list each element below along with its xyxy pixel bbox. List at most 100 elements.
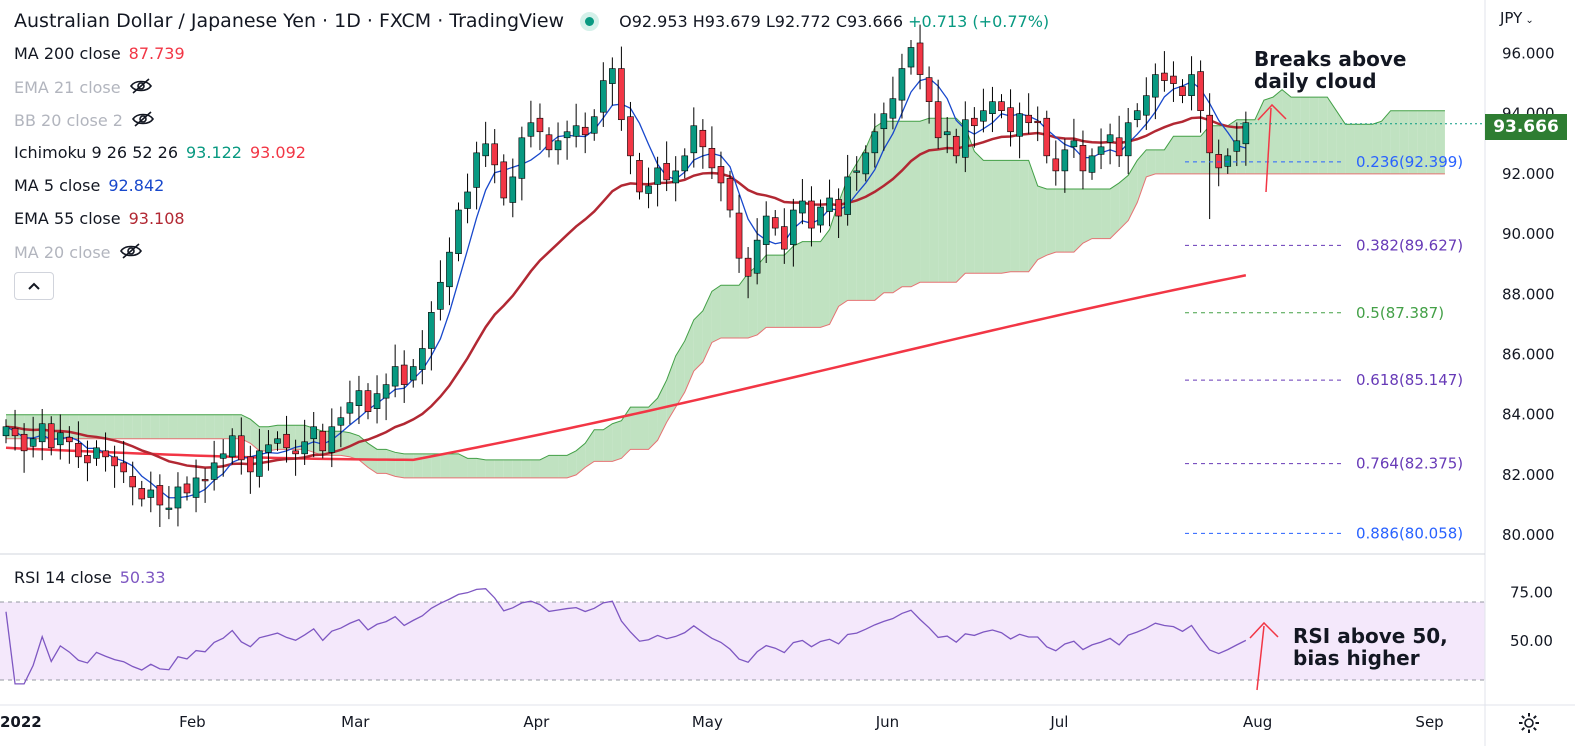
candles	[2, 24, 1250, 527]
time-tick-label: Aug	[1243, 713, 1272, 731]
candle-body	[147, 489, 155, 498]
candle-body	[753, 239, 761, 274]
fib-level-label: 0.236(92.399)	[1356, 153, 1463, 171]
symbol-title[interactable]: Australian Dollar / Japanese Yen · 1D · …	[14, 10, 565, 32]
indicator-ma-5-close[interactable]: MA 5 close 92.842	[14, 176, 172, 195]
candle-body	[1079, 145, 1087, 172]
candle-body	[364, 390, 372, 412]
cloud-segment	[766, 255, 776, 328]
candle-body	[1124, 122, 1132, 157]
cloud-segment	[1128, 160, 1138, 221]
rsi-arrow	[1256, 625, 1265, 691]
time-tick-label: 2022	[0, 713, 42, 731]
cloud-segment	[1336, 110, 1346, 174]
chevron-down-icon: ⌄	[1525, 15, 1534, 26]
cloud-segment	[929, 118, 939, 283]
eye-hidden-icon[interactable]	[119, 242, 143, 264]
candle-body	[283, 433, 290, 449]
cloud-segment	[558, 455, 568, 478]
candle-body	[627, 116, 634, 157]
candle-body	[238, 435, 245, 461]
collapse-legend-button[interactable]	[14, 272, 54, 300]
cloud-segment	[1019, 160, 1029, 272]
eye-hidden-icon[interactable]	[129, 77, 153, 99]
cloud-segment	[1119, 175, 1129, 230]
candle-body	[961, 119, 969, 158]
indicator-name: BB 20 close 2	[14, 110, 123, 130]
candle-body	[907, 47, 915, 68]
price-tick-label: 88.000	[1502, 285, 1555, 303]
eye-hidden-icon[interactable]	[131, 110, 155, 132]
cloud-segment	[404, 453, 414, 478]
indicator-ma-200-close[interactable]: MA 200 close 87.739	[14, 44, 193, 63]
cloud-segment	[1137, 149, 1147, 203]
candle-body	[265, 444, 272, 453]
cloud-segment	[892, 121, 902, 293]
candle-body	[952, 135, 960, 157]
candle-body	[437, 281, 444, 310]
candle-body	[1161, 72, 1168, 81]
cloud-segment	[639, 407, 649, 450]
fib-level-label: 0.764(82.375)	[1356, 455, 1463, 473]
cloud-segment	[1010, 160, 1020, 272]
cloud-segment	[1028, 160, 1038, 272]
cloud-segment	[1110, 182, 1120, 239]
candle-body	[898, 68, 906, 101]
cloud-segment	[1381, 110, 1391, 174]
candle-body	[509, 176, 517, 203]
candle-body	[20, 433, 28, 452]
candle-body	[120, 462, 127, 473]
cloud-segment	[431, 453, 441, 478]
rsi-panel	[0, 588, 1485, 685]
candle-body	[989, 101, 996, 115]
cloud-segment	[1372, 121, 1382, 174]
candle-body	[1043, 117, 1051, 157]
ichimoku-cloud	[6, 88, 1445, 479]
candle-body	[409, 366, 417, 381]
cloud-segment	[232, 414, 242, 439]
last-price-label: 93.666	[1485, 114, 1567, 140]
cloud-segment	[811, 241, 821, 328]
candle-body	[780, 226, 788, 250]
candle-body	[826, 197, 833, 212]
cloud-segment	[223, 414, 233, 439]
rsi-tick-label: 50.00	[1510, 632, 1553, 650]
indicator-ma-20-close[interactable]: MA 20 close	[14, 242, 143, 264]
candle-body	[690, 125, 698, 154]
candle-body	[1143, 95, 1150, 116]
cloud-segment	[340, 431, 350, 457]
candle-body	[654, 167, 661, 185]
candle-body	[853, 170, 861, 173]
cloud-segment	[422, 453, 432, 478]
cloud-segment	[132, 414, 142, 439]
candle-body	[672, 170, 680, 184]
cloud-segment	[983, 160, 993, 274]
fib-level-label: 0.382(89.627)	[1356, 236, 1463, 254]
currency-selector[interactable]: JPY ⌄	[1500, 9, 1534, 27]
cloud-segment	[603, 423, 613, 462]
time-tick-label: Mar	[341, 713, 370, 731]
cloud-segment	[440, 453, 450, 478]
cloud-segment	[250, 419, 260, 451]
candle-body	[618, 68, 625, 121]
indicator-ema-21-close[interactable]: EMA 21 close	[14, 77, 153, 99]
fibonacci-levels: 0.236(92.399) 0.382(89.627) 0.5(87.387) 0.6…	[1185, 153, 1463, 542]
cloud-segment	[1073, 188, 1083, 253]
cloud-segment	[901, 121, 911, 287]
cloud-segment	[974, 151, 984, 274]
indicator-name: MA 20 close	[14, 242, 111, 262]
indicator-bb-20-close-2[interactable]: BB 20 close 2	[14, 110, 155, 132]
candle-body	[889, 98, 897, 119]
candle-body	[1152, 74, 1159, 98]
candle-body	[56, 432, 64, 446]
cloud-segment	[78, 414, 88, 439]
indicator-ema-55-close[interactable]: EMA 55 close 93.108	[14, 209, 193, 228]
candle-body	[165, 507, 173, 510]
candle-body	[699, 129, 707, 148]
indicator-ichimoku-9-26-52-26[interactable]: Ichimoku 9 26 52 26 93.122 93.092	[14, 143, 314, 162]
settings-gear-icon[interactable]	[1518, 712, 1540, 739]
candle-body	[1188, 74, 1195, 96]
cloud-segment	[1345, 124, 1355, 174]
cloud-segment	[1164, 136, 1174, 174]
